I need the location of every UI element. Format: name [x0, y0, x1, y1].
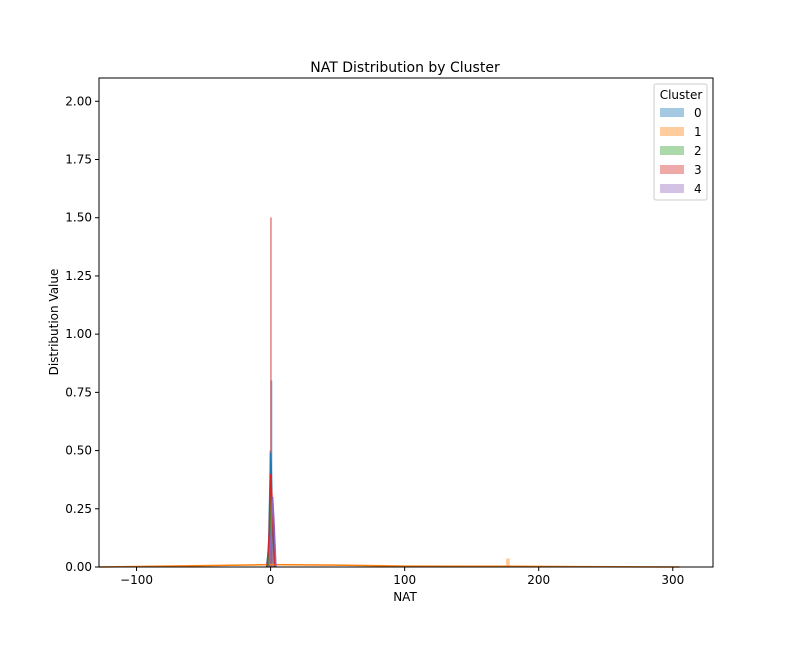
- cluster-3-kde-line: [266, 473, 277, 568]
- x-axis-title: NAT: [393, 590, 417, 604]
- legend-label-3: 3: [694, 163, 702, 177]
- y-tick-label: 1.25: [65, 269, 92, 283]
- cluster-4-kde-line: [268, 497, 277, 568]
- legend: Cluster 0 1 2 3 4: [653, 83, 708, 201]
- legend-title: Cluster: [660, 88, 703, 102]
- axes-frame: [98, 77, 714, 568]
- y-tick-label: 0.50: [65, 444, 92, 458]
- legend-label-1: 1: [694, 125, 702, 139]
- chart-title: NAT Distribution by Cluster: [310, 60, 500, 76]
- y-tick-label: 0.25: [65, 502, 92, 516]
- legend-label-0: 0: [694, 106, 702, 120]
- y-tick-label: 1.75: [65, 153, 92, 167]
- x-tick-label: −100: [120, 573, 153, 587]
- x-tick-label: 300: [661, 573, 684, 587]
- legend-swatch-0: [660, 108, 684, 117]
- y-tick-label: 1.00: [65, 327, 92, 341]
- legend-label-4: 4: [694, 182, 702, 196]
- x-axis: −100 0 100 200 300: [120, 567, 684, 587]
- y-axis: 0.00 0.25 0.50 0.75 1.00 1.25 1.50 1.75 2.00: [65, 94, 99, 574]
- y-tick-label: 1.50: [65, 211, 92, 225]
- x-tick-label: 200: [527, 573, 550, 587]
- legend-label-2: 2: [694, 144, 702, 158]
- legend-swatch-1: [660, 127, 684, 136]
- legend-swatch-2: [660, 146, 684, 155]
- y-tick-label: 0.00: [65, 560, 92, 574]
- y-tick-label: 0.75: [65, 385, 92, 399]
- legend-swatch-3: [660, 165, 684, 174]
- x-tick-label: 0: [267, 573, 275, 587]
- y-axis-title: Distribution Value: [47, 269, 61, 376]
- x-tick-label: 100: [393, 573, 416, 587]
- legend-swatch-4: [660, 184, 684, 193]
- legend-box: [653, 83, 708, 201]
- y-tick-label: 2.00: [65, 94, 92, 108]
